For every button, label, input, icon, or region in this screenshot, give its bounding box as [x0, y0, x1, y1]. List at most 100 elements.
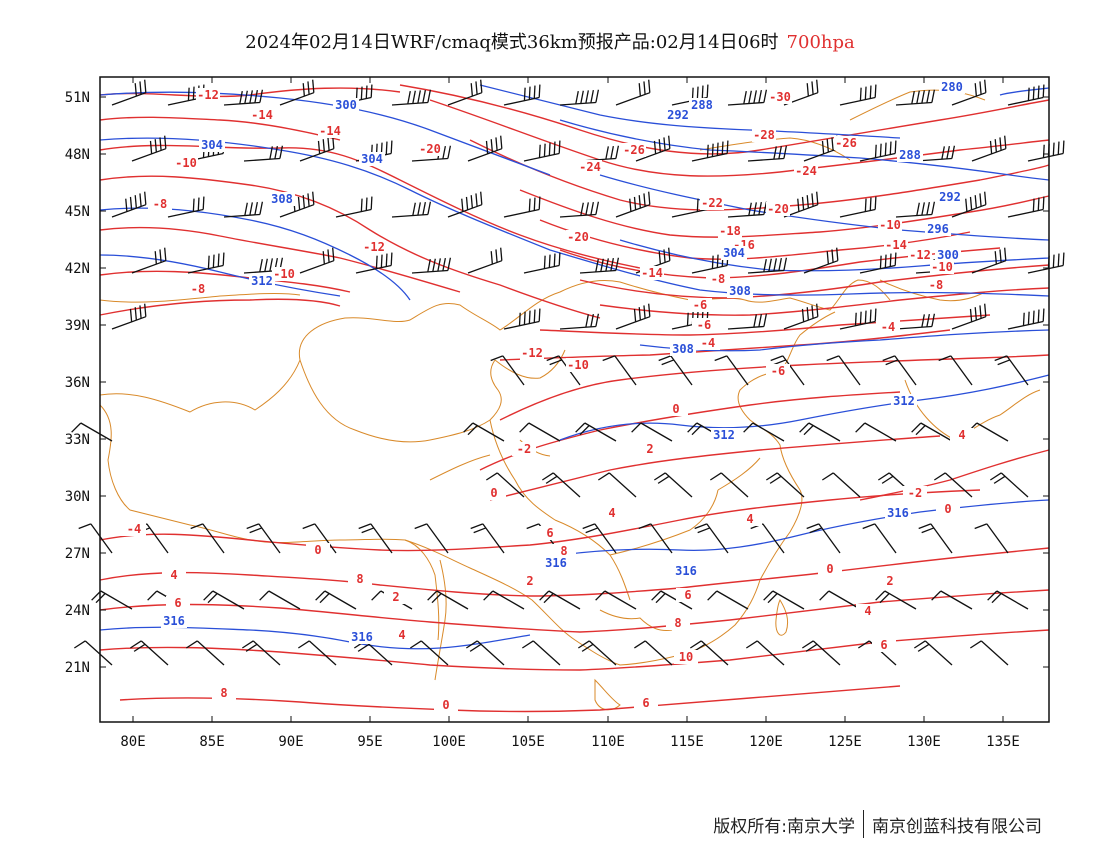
contour-label-bg	[418, 142, 442, 156]
contour-label-bg	[903, 486, 927, 500]
height-label: 280	[941, 80, 963, 94]
wind-barb	[1007, 196, 1045, 218]
wind-barb	[559, 89, 600, 106]
temperature-label: -22	[701, 196, 723, 210]
temperature-label: 0	[314, 543, 321, 557]
wind-barb	[913, 640, 953, 666]
temperature-label: 2	[392, 590, 399, 604]
contour-label-bg	[390, 628, 414, 642]
temperature-label: -20	[767, 202, 789, 216]
temperature-label: -14	[641, 266, 663, 280]
wind-barb	[994, 355, 1029, 386]
temperature-label: 6	[684, 588, 691, 602]
lat-label: 30N	[65, 489, 90, 505]
wind-barb	[839, 84, 877, 106]
contour-label-bg	[688, 298, 712, 312]
height-label: 300	[937, 248, 959, 262]
contour-label-bg	[738, 512, 762, 526]
temperature-label: 6	[174, 596, 181, 610]
wind-barb	[745, 640, 785, 666]
lon-label: 105E	[511, 734, 545, 750]
temperature-label: 2	[646, 442, 653, 456]
height-label: 312	[713, 428, 735, 442]
wind-barb	[503, 308, 541, 330]
wind-barb	[951, 191, 987, 218]
wind-barb	[485, 472, 525, 498]
contour-label-bg	[578, 160, 602, 174]
wind-barb	[658, 355, 693, 386]
contour-label-bg	[930, 260, 954, 274]
height-label: 292	[939, 190, 961, 204]
wind-barb	[259, 590, 301, 610]
wind-barb	[131, 247, 167, 274]
wind-barb	[595, 590, 637, 610]
contour-label-bg	[306, 543, 330, 557]
height-label: 304	[201, 138, 223, 152]
copyright-footer: 版权所有:南京大学 南京创蓝科技有限公司	[713, 810, 1042, 838]
wind-barb	[974, 523, 1009, 554]
contour-label-bg	[696, 336, 720, 350]
wind-barb	[185, 640, 225, 666]
temperature-label: -28	[753, 128, 775, 142]
temperature-label: 4	[170, 568, 177, 582]
wind-barb	[862, 523, 897, 554]
contour-label-bg	[856, 604, 880, 618]
wind-barb	[575, 422, 617, 442]
contour-label-bg	[518, 574, 542, 588]
wind-barb	[414, 523, 449, 554]
contour-label-bg	[891, 394, 917, 408]
contour-label-bg	[348, 572, 372, 586]
lat-label: 48N	[65, 147, 90, 163]
wind-barb	[709, 472, 749, 498]
wind-barb	[653, 472, 693, 498]
temperature-label: 2	[886, 574, 893, 588]
wind-barb	[519, 422, 561, 442]
temperature-label: -24	[579, 160, 601, 174]
contour-label-bg	[318, 124, 342, 138]
temperature-label: -2	[908, 486, 922, 500]
wind-barb	[895, 313, 936, 330]
temperature-label: -6	[771, 364, 785, 378]
height-label: 312	[251, 274, 273, 288]
wind-barb	[223, 89, 264, 106]
contour-label-bg	[766, 202, 790, 216]
temperature-label: -14	[251, 108, 273, 122]
temperature-label: -18	[719, 224, 741, 238]
height-label: 312	[893, 394, 915, 408]
height-label: 316	[545, 556, 567, 570]
wind-barb	[73, 640, 113, 666]
wind-barb	[463, 422, 505, 442]
temperature-label: -10	[273, 267, 295, 281]
wind-barb	[635, 135, 671, 162]
temperature-label: -10	[567, 358, 589, 372]
contour-label-bg	[718, 224, 742, 238]
contour-label-bg	[818, 562, 842, 576]
temperature-label: -12	[909, 248, 931, 262]
contour-label-bg	[566, 358, 590, 372]
lat-label: 51N	[65, 90, 90, 106]
wind-barb	[803, 247, 839, 274]
lat-label: 36N	[65, 375, 90, 391]
contour-label-bg	[700, 196, 724, 210]
wind-barb	[631, 422, 673, 442]
wind-barb	[391, 89, 432, 106]
wind-barb	[467, 135, 503, 162]
wind-barb	[111, 303, 147, 330]
contour-label-bg	[768, 90, 792, 104]
wind-barb	[911, 422, 953, 442]
contour-label-bg	[638, 442, 662, 456]
wind-barb	[447, 79, 483, 106]
contour-label-bg	[727, 284, 753, 298]
wind-barb	[597, 472, 637, 498]
contour-label-bg	[908, 248, 932, 262]
contour-label-bg	[670, 342, 696, 356]
wind-barb	[602, 355, 637, 386]
temperature-label: 0	[490, 486, 497, 500]
wind-barb	[727, 313, 768, 330]
contour-label-bg	[876, 320, 900, 334]
contour-label-bg	[937, 190, 963, 204]
wind-barb	[279, 79, 315, 106]
height-label: 316	[163, 614, 185, 628]
temperature-label: -14	[885, 238, 907, 252]
lon-label: 95E	[357, 734, 382, 750]
